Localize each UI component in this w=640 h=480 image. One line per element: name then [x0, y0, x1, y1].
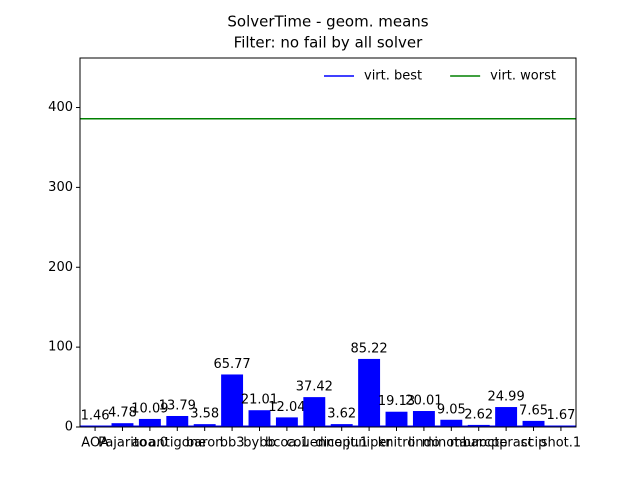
x-tick-label: bybb: [243, 436, 275, 451]
data-label: 37.42: [296, 380, 333, 395]
bar: [522, 420, 545, 427]
y-tick-label: 300: [48, 180, 73, 195]
bar: [111, 423, 134, 427]
chart-title: SolverTime - geom. means: [227, 13, 428, 31]
x-tick-label: bb3: [220, 436, 245, 451]
y-tick-label: 0: [65, 420, 73, 435]
x-tick-label: minotaur: [422, 436, 482, 451]
bar: [248, 410, 271, 427]
x-tick-label: shot.1: [541, 436, 581, 451]
x-tick-label: mbarcpp: [450, 436, 508, 451]
data-label: 3.58: [190, 407, 219, 422]
data-label: 65.77: [213, 357, 250, 372]
data-label: 85.22: [350, 341, 387, 356]
x-tick-label: juniper: [345, 436, 392, 451]
bar: [385, 411, 408, 427]
data-label: 7.65: [519, 403, 548, 418]
bar: [138, 418, 161, 427]
x-tick-label: AOA: [81, 436, 109, 451]
bar: [221, 374, 244, 427]
data-label: 12.04: [268, 400, 305, 415]
y-tick-label: 100: [48, 340, 73, 355]
data-label: 13.79: [159, 398, 196, 413]
bar: [275, 417, 298, 427]
legend-label: virt. best: [364, 69, 422, 84]
data-label: 19.13: [378, 394, 415, 409]
x-tick-label: baron: [186, 436, 223, 451]
bar: [166, 415, 189, 427]
data-label: 3.62: [327, 407, 356, 422]
plot-frame: [79, 57, 577, 428]
data-label: 1.46: [81, 408, 110, 423]
x-tick-label: bcoa.1: [265, 436, 309, 451]
bar: [495, 407, 518, 427]
x-tick-label: lindo: [408, 436, 440, 451]
bar: [358, 358, 381, 427]
data-label: 1.67: [546, 408, 575, 423]
bar: [303, 397, 326, 427]
bar: [412, 411, 435, 427]
x-tick-label: dicopt.1: [315, 436, 368, 451]
bar: [440, 419, 463, 427]
legend-label: virt. worst: [490, 69, 556, 84]
y-tick-label: 400: [48, 100, 73, 115]
data-label: 2.62: [464, 407, 493, 422]
data-label: 21.01: [241, 393, 278, 408]
data-label: 9.05: [437, 402, 466, 417]
x-tick-label: Pajarito: [98, 436, 147, 451]
x-tick-label: aoa.0: [132, 436, 168, 451]
x-tick-label: scip: [521, 436, 547, 451]
y-tick-label: 200: [48, 260, 73, 275]
chart-subtitle: Filter: no fail by all solver: [234, 34, 423, 52]
data-label: 20.01: [405, 394, 442, 409]
x-tick-label: couenne: [286, 436, 342, 451]
data-label: 24.99: [488, 390, 525, 405]
data-label: 4.78: [108, 406, 137, 421]
data-label: 10.09: [131, 401, 168, 416]
x-tick-label: antigone: [149, 436, 206, 451]
x-tick-label: octeract: [479, 436, 533, 451]
x-tick-label: knitro: [378, 436, 416, 451]
